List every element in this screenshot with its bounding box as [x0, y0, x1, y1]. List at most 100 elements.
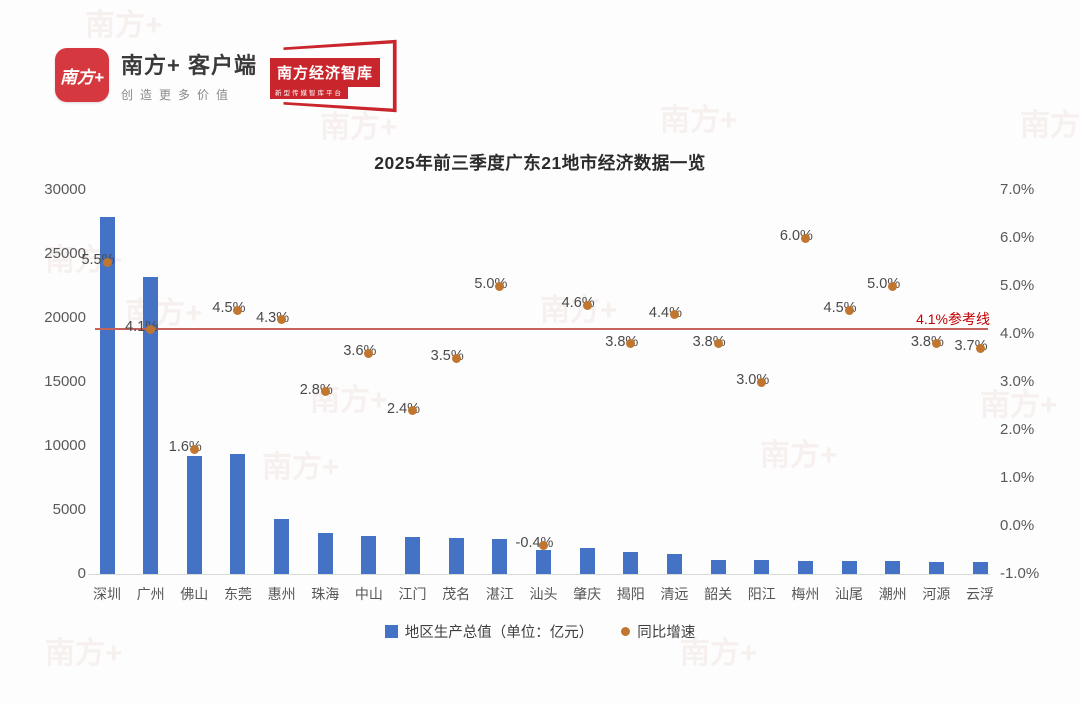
x-axis-category-label: 广州	[136, 586, 165, 602]
gdp-bar	[230, 454, 246, 574]
x-axis-category-label: 江门	[398, 586, 427, 602]
growth-dot	[364, 348, 374, 358]
brand-watermark: 南方+	[85, 9, 163, 42]
growth-dot	[669, 310, 679, 320]
growth-dot	[539, 540, 548, 550]
gdp-bar	[710, 559, 726, 574]
growth-dot	[408, 406, 418, 416]
gdp-bar	[99, 216, 115, 574]
growth-value-label: 4.5%	[823, 300, 857, 316]
x-axis-category-label: 汕头	[529, 586, 558, 602]
gdp-bar	[361, 535, 377, 574]
reference-line	[95, 328, 988, 331]
right-axis-tick: 6.0%	[1000, 229, 1035, 246]
right-axis-tick: 7.0%	[1000, 181, 1035, 198]
left-axis-tick: 25000	[44, 245, 86, 262]
gdp-bar	[492, 539, 508, 574]
right-axis-tick: 5.0%	[1000, 277, 1035, 294]
x-axis-category-label: 珠海	[311, 586, 340, 602]
growth-value-label: 3.8%	[605, 333, 639, 350]
brand-watermark: 南方+	[262, 451, 340, 484]
legend-item-gdp: 地区生产总值（单位：亿元）	[384, 621, 594, 642]
growth-value-label: 3.7%	[954, 338, 988, 355]
growth-dot	[713, 339, 723, 349]
growth-dot	[931, 339, 941, 349]
app-icon-text: 南方+	[60, 67, 104, 87]
gdp-bar	[666, 553, 682, 574]
growth-dot	[320, 387, 330, 397]
gdp-bar	[405, 536, 421, 574]
app-slogan: 创造更多价值	[121, 87, 236, 102]
x-axis-category-label: 肇庆	[573, 586, 602, 602]
growth-value-label: 4.3%	[256, 309, 290, 326]
growth-value-label: 1.6%	[168, 439, 202, 456]
growth-dot	[146, 324, 156, 334]
reference-line-label: 4.1%参考线	[916, 311, 990, 328]
growth-value-label: 6.0%	[779, 228, 813, 244]
legend-dot-label: 同比增速	[637, 625, 696, 641]
thinktank-name: 南方经济智库	[270, 58, 381, 87]
x-axis-category-label: 东莞	[223, 586, 252, 602]
app-branding: 南方+ 客户端 创造更多价值	[121, 48, 257, 103]
growth-dot	[102, 257, 112, 267]
gdp-bar	[317, 533, 333, 574]
x-axis-category-label: 汕尾	[835, 586, 864, 602]
x-axis-category-label: 清远	[660, 586, 689, 602]
growth-dot	[888, 281, 898, 291]
gdp-bar	[536, 549, 551, 574]
growth-dot	[582, 300, 592, 310]
growth-value-label: 2.4%	[387, 400, 421, 417]
left-axis-tick: 10000	[44, 437, 86, 454]
left-axis-tick: 0	[77, 565, 86, 582]
legend: 地区生产总值（单位：亿元） 同比增速	[0, 621, 1080, 642]
x-axis-category-label: 揭阳	[616, 586, 645, 602]
legend-bar-label: 地区生产总值（单位：亿元）	[404, 625, 594, 641]
thinktank-tagline: 新型传媒智库平台	[270, 85, 348, 99]
nanfang-plus-app-icon: 南方+	[55, 48, 109, 102]
header: 南方+ 南方+ 客户端 创造更多价值 南方经济智库 新型传媒智库平台	[55, 39, 397, 113]
right-axis-tick: 1.0%	[1000, 469, 1035, 486]
growth-dot	[277, 315, 287, 325]
growth-dot	[451, 353, 461, 363]
growth-value-label: 3.6%	[343, 343, 377, 360]
gdp-bar	[972, 562, 988, 574]
chart-title: 2025年前三季度广东21地市经济数据一览	[374, 153, 706, 173]
gdp-bar	[928, 561, 944, 574]
gdp-bar	[143, 277, 159, 574]
gdp-bar	[274, 518, 290, 574]
growth-value-label: 5.0%	[474, 276, 508, 292]
growth-value-label: 3.5%	[430, 348, 464, 364]
right-axis-tick: -1.0%	[1000, 565, 1040, 582]
gdp-bar	[579, 547, 595, 574]
growth-dot	[975, 343, 985, 353]
x-axis-category-label: 湛江	[485, 586, 514, 602]
gdp-bar	[448, 538, 464, 574]
left-axis-tick: 5000	[52, 501, 86, 518]
legend-bar-swatch	[384, 625, 398, 638]
growth-dot	[626, 339, 636, 349]
growth-value-label: 2.8%	[299, 381, 333, 398]
x-axis-category-label: 梅州	[791, 586, 820, 602]
brand-watermark: 南方+	[1020, 109, 1080, 142]
growth-value-label: 3.0%	[736, 372, 770, 388]
nanfang-econ-thinktank-logo: 南方经济智库 新型传媒智库平台	[270, 39, 400, 113]
growth-value-label: 4.6%	[561, 295, 595, 312]
brand-watermark: 南方+	[660, 104, 738, 137]
legend-dot-swatch	[621, 627, 631, 636]
x-axis-category-label: 韶关	[704, 586, 733, 602]
gdp-bar	[841, 560, 857, 574]
growth-value-label: 4.4%	[648, 304, 682, 321]
x-axis-category-label: 云浮	[966, 586, 994, 602]
gdp-bar	[754, 560, 770, 574]
x-axis-category-label: 中山	[354, 586, 383, 602]
growth-value-label: -0.4%	[515, 535, 554, 552]
x-axis-line	[88, 574, 990, 575]
growth-dot	[757, 377, 767, 387]
left-axis-tick: 20000	[44, 309, 86, 326]
legend-item-growth: 同比增速	[621, 621, 695, 642]
right-axis-tick: 0.0%	[1000, 517, 1035, 534]
right-axis-tick: 2.0%	[1000, 421, 1035, 438]
gdp-bar	[623, 551, 639, 574]
growth-value-label: 4.1%	[125, 319, 159, 336]
